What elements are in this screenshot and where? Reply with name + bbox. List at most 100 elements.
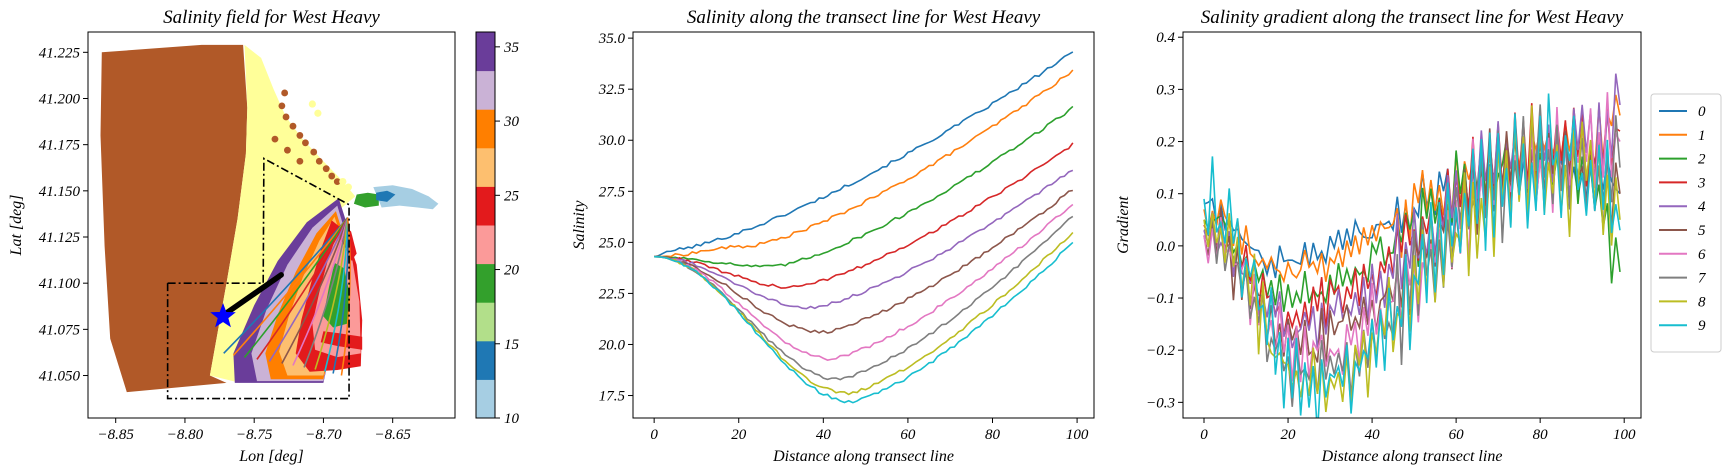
gradient-x-tick-label: 40 xyxy=(1365,427,1381,443)
region-polygon xyxy=(166,157,350,400)
transect-x-tick-label: 100 xyxy=(1066,427,1089,443)
gradient-y-tick-label: −0.2 xyxy=(1146,343,1175,359)
coast-speckle xyxy=(278,102,286,110)
transect-y-axis-label: Salinity xyxy=(571,200,588,250)
start-star-marker xyxy=(210,302,236,328)
colorbar-tick-label: 30 xyxy=(503,114,520,130)
map-title: Salinity field for West Heavy xyxy=(163,7,380,28)
salinity-series-4 xyxy=(654,169,1074,310)
salinity-series-3 xyxy=(654,142,1074,289)
legend-label-6: 6 xyxy=(1698,247,1706,263)
fan-transect-line xyxy=(314,217,349,370)
legend-label-9: 9 xyxy=(1698,318,1706,334)
coast-speckle xyxy=(322,165,330,173)
colorbar-tick-label: 35 xyxy=(503,40,520,56)
map-x-tick-label: −8.85 xyxy=(98,427,135,443)
gradient-x-tick-label: 0 xyxy=(1200,427,1208,443)
map-plot-area xyxy=(100,44,439,400)
map-y-tick-label: 41.050 xyxy=(39,369,81,385)
salinity-region-35 xyxy=(100,44,248,393)
colorbar-segment xyxy=(476,147,495,187)
gradient-series-8 xyxy=(1203,105,1621,413)
colorbar-tick-label: 25 xyxy=(504,188,520,204)
fan-transect-line xyxy=(223,217,349,354)
map-x-tick-label: −8.70 xyxy=(305,427,342,443)
transect-plot-area xyxy=(653,51,1074,404)
gradient-frame xyxy=(1182,31,1642,419)
transect-y-tick-label: 30.0 xyxy=(598,133,626,149)
gradient-x-tick-label: 80 xyxy=(1533,427,1549,443)
transect-y-tick-label: 35.0 xyxy=(598,31,626,47)
colorbar-segment xyxy=(476,263,495,303)
gradient-y-axis-label: Gradient xyxy=(1115,196,1132,254)
transect-frame xyxy=(632,31,1095,419)
map-y-tick-label: 41.075 xyxy=(39,322,81,338)
legend-label-5: 5 xyxy=(1698,223,1706,239)
transect-title: Salinity along the transect line for Wes… xyxy=(687,7,1041,28)
bank-speckle xyxy=(339,177,347,186)
bank-speckle xyxy=(308,100,316,108)
salinity-series-0 xyxy=(653,51,1074,258)
map-y-tick-label: 41.225 xyxy=(39,45,81,61)
map-y-tick-label: 41.125 xyxy=(39,230,81,246)
gradient-title: Salinity gradient along the transect lin… xyxy=(1201,7,1624,28)
gradient-x-tick-label: 60 xyxy=(1449,427,1465,443)
gradient-x-tick-label: 100 xyxy=(1613,427,1636,443)
salinity-series-9 xyxy=(654,241,1074,404)
coast-speckle xyxy=(315,157,323,165)
coast-speckle xyxy=(310,148,318,156)
transect-x-tick-label: 40 xyxy=(816,427,832,443)
coast-speckle xyxy=(271,135,279,143)
fan-transect-line xyxy=(303,217,349,368)
colorbar-segment xyxy=(476,109,495,149)
transect-y-tick-label: 17.5 xyxy=(599,389,626,405)
fan-transect-line xyxy=(292,217,349,366)
legend-label-4: 4 xyxy=(1698,199,1706,215)
gradient-x-axis-label: Distance along transect line xyxy=(1321,448,1503,465)
salinity-region-16-mouth xyxy=(353,192,379,208)
gradient-y-tick-label: −0.3 xyxy=(1146,395,1175,411)
gradient-plot-area xyxy=(1203,73,1621,418)
map-x-tick-label: −8.65 xyxy=(374,427,411,443)
bank-speckle xyxy=(344,183,352,191)
transect-line xyxy=(218,272,284,320)
map-x-tick-label: −8.80 xyxy=(167,427,204,443)
map-y-tick-label: 41.100 xyxy=(39,276,81,292)
salinity-transect-panel: 0 20 40 60 80 100 17.5 20.0 22.5 25.0 27.5 30.0 32.5… xyxy=(571,7,1095,465)
gradient-y-tick-label: 0.3 xyxy=(1156,82,1175,98)
coast-speckle xyxy=(333,178,341,185)
transect-y-tick-label: 32.5 xyxy=(598,82,626,98)
colorbar-segment xyxy=(476,340,495,380)
colorbar-frame xyxy=(475,31,496,419)
map-x-axis-label: Lon [deg] xyxy=(238,448,303,465)
colorbar-segment xyxy=(476,379,495,419)
coast-speckle xyxy=(296,132,304,139)
salinity-series-5 xyxy=(654,189,1073,334)
legend-label-7: 7 xyxy=(1698,271,1707,287)
colorbar-segment xyxy=(476,225,495,265)
map-frame xyxy=(87,31,456,419)
legend: 0 1 2 3 4 5 6 7 8 9 xyxy=(1650,93,1722,353)
salinity-region-13 xyxy=(376,190,396,202)
fan-transect-line xyxy=(232,217,349,356)
gradient-panel: 0 20 40 60 80 100 −0.3 −0.2 −0.1 0.0 0.1 0.2 0.3 0.4 S… xyxy=(1115,7,1642,465)
bank-speckle xyxy=(314,109,322,117)
legend-label-1: 1 xyxy=(1698,128,1706,144)
colorbar: 10 15 20 25 30 35 xyxy=(475,31,520,427)
colorbar-tick-label: 10 xyxy=(504,411,520,427)
coast-speckle xyxy=(284,146,291,154)
colorbar-segment xyxy=(476,302,495,342)
transect-x-axis-label: Distance along transect line xyxy=(772,448,954,465)
salinity-field-panel: −8.85 −8.80 −8.75 −8.70 −8.65 41.050 41.075 41.… xyxy=(8,7,456,465)
gradient-x-tick-label: 20 xyxy=(1281,427,1297,443)
transect-y-tick-label: 22.5 xyxy=(599,286,626,302)
fan-transect-line xyxy=(268,217,349,362)
coast-speckle xyxy=(302,139,309,147)
gradient-y-tick-label: 0.4 xyxy=(1156,30,1175,46)
colorbar-segment xyxy=(476,186,495,226)
colorbar-segment xyxy=(476,32,495,72)
transect-y-tick-label: 20.0 xyxy=(599,337,626,353)
legend-label-2: 2 xyxy=(1698,152,1706,168)
legend-frame xyxy=(1650,93,1722,353)
